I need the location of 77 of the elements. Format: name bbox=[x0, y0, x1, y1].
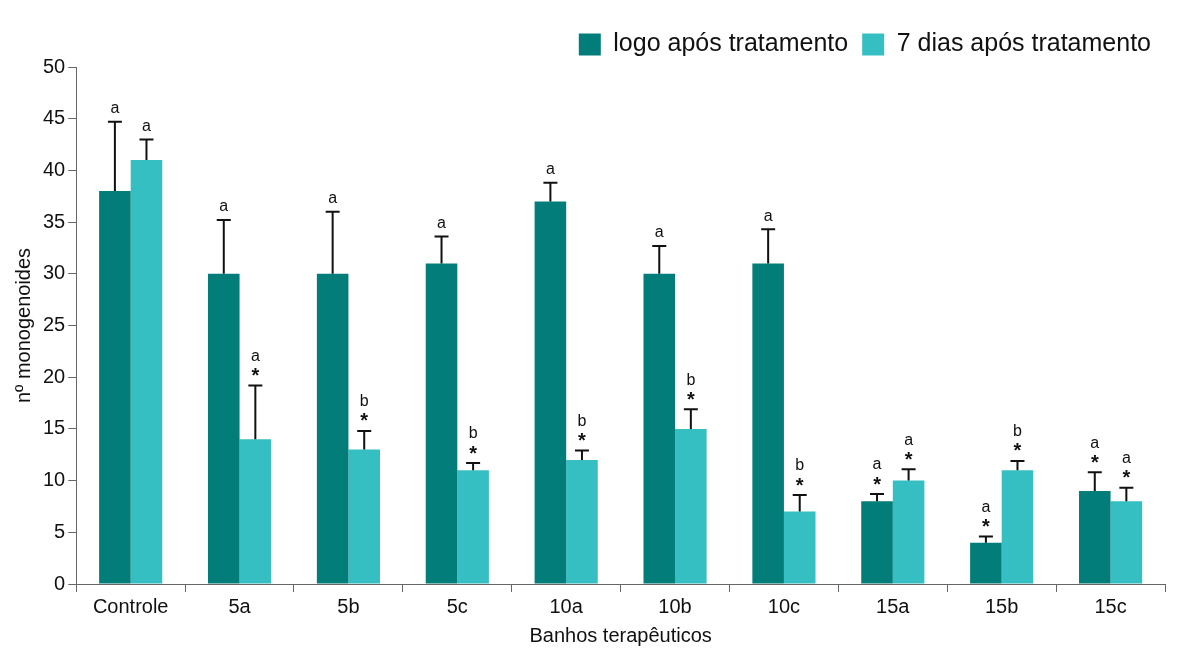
bar bbox=[316, 273, 349, 584]
bar bbox=[207, 273, 240, 584]
annotation: a bbox=[981, 497, 991, 515]
y-tick-label: 20 bbox=[43, 364, 66, 387]
x-tick-label: 15c bbox=[1094, 594, 1127, 617]
bar bbox=[1110, 501, 1143, 584]
bar bbox=[783, 511, 816, 584]
bar bbox=[1078, 490, 1111, 584]
bar bbox=[970, 542, 1002, 584]
annotation: b bbox=[359, 392, 369, 410]
bar bbox=[239, 439, 272, 584]
annotation: a bbox=[1121, 449, 1131, 467]
annotation: * bbox=[904, 447, 913, 470]
x-tick-label: 15a bbox=[876, 594, 911, 617]
legend-label: logo após tratamento bbox=[613, 28, 849, 57]
annotation: * bbox=[873, 472, 882, 495]
y-tick-label: 30 bbox=[43, 261, 66, 284]
bar bbox=[566, 459, 598, 584]
annotation: * bbox=[686, 387, 695, 410]
x-tick-label: 10a bbox=[549, 594, 584, 617]
x-tick-label: 10b bbox=[658, 594, 692, 617]
annotation: * bbox=[578, 429, 587, 452]
bar bbox=[348, 449, 381, 584]
y-tick-label: 50 bbox=[43, 54, 66, 77]
x-tick-label: 15b bbox=[985, 594, 1019, 617]
x-tick-label: Controle bbox=[92, 594, 169, 617]
bar bbox=[675, 428, 707, 584]
annotation: a bbox=[110, 99, 120, 117]
legend-label: 7 dias após tratamento bbox=[896, 28, 1152, 57]
y-tick-label: 10 bbox=[43, 468, 66, 491]
bar bbox=[457, 470, 489, 584]
annotation: * bbox=[982, 514, 990, 537]
annotation: a bbox=[328, 189, 338, 207]
annotation: * bbox=[251, 363, 260, 386]
bar bbox=[425, 263, 458, 584]
annotation: a bbox=[654, 223, 664, 241]
bar bbox=[861, 501, 893, 584]
y-tick-label: 45 bbox=[43, 106, 66, 129]
bar bbox=[1001, 470, 1034, 584]
annotation: b bbox=[1013, 422, 1023, 440]
annotation: * bbox=[795, 473, 804, 496]
y-tick-label: 40 bbox=[43, 157, 66, 180]
annotation: * bbox=[1122, 466, 1131, 489]
annotation: b bbox=[795, 456, 805, 474]
y-tick-label: 5 bbox=[54, 519, 66, 542]
x-tick-label: 5b bbox=[337, 594, 360, 617]
annotation: a bbox=[872, 455, 882, 473]
y-tick-label: 0 bbox=[54, 571, 66, 594]
y-tick-label: 35 bbox=[43, 209, 66, 232]
bar bbox=[892, 480, 925, 584]
annotation: a bbox=[545, 160, 555, 178]
bar bbox=[643, 273, 676, 584]
bar bbox=[130, 160, 163, 584]
annotation: b bbox=[468, 424, 478, 442]
bar bbox=[534, 201, 567, 584]
x-tick-label: 5a bbox=[228, 594, 252, 617]
annotation: a bbox=[437, 213, 447, 231]
annotation: a bbox=[1090, 433, 1100, 451]
annotation: a bbox=[763, 206, 773, 224]
annotation: a bbox=[250, 346, 260, 364]
x-tick-label: 5c bbox=[446, 594, 468, 617]
annotation: a bbox=[904, 430, 914, 448]
annotation: * bbox=[1090, 450, 1099, 473]
x-tick-label: 10c bbox=[767, 594, 801, 617]
annotation: b bbox=[686, 370, 696, 388]
annotation: b bbox=[577, 412, 587, 430]
bar bbox=[99, 191, 131, 584]
annotation: a bbox=[142, 116, 152, 134]
bar bbox=[752, 263, 784, 584]
x-axis-title: Banhos terapêuticos bbox=[529, 623, 712, 646]
y-axis-title: nº monogenoides bbox=[11, 247, 34, 404]
y-tick-label: 15 bbox=[43, 416, 66, 439]
annotation: a bbox=[219, 197, 229, 215]
y-tick-label: 25 bbox=[43, 313, 66, 336]
annotation: * bbox=[1013, 439, 1022, 462]
annotation: * bbox=[360, 409, 369, 432]
annotation: * bbox=[469, 441, 478, 464]
